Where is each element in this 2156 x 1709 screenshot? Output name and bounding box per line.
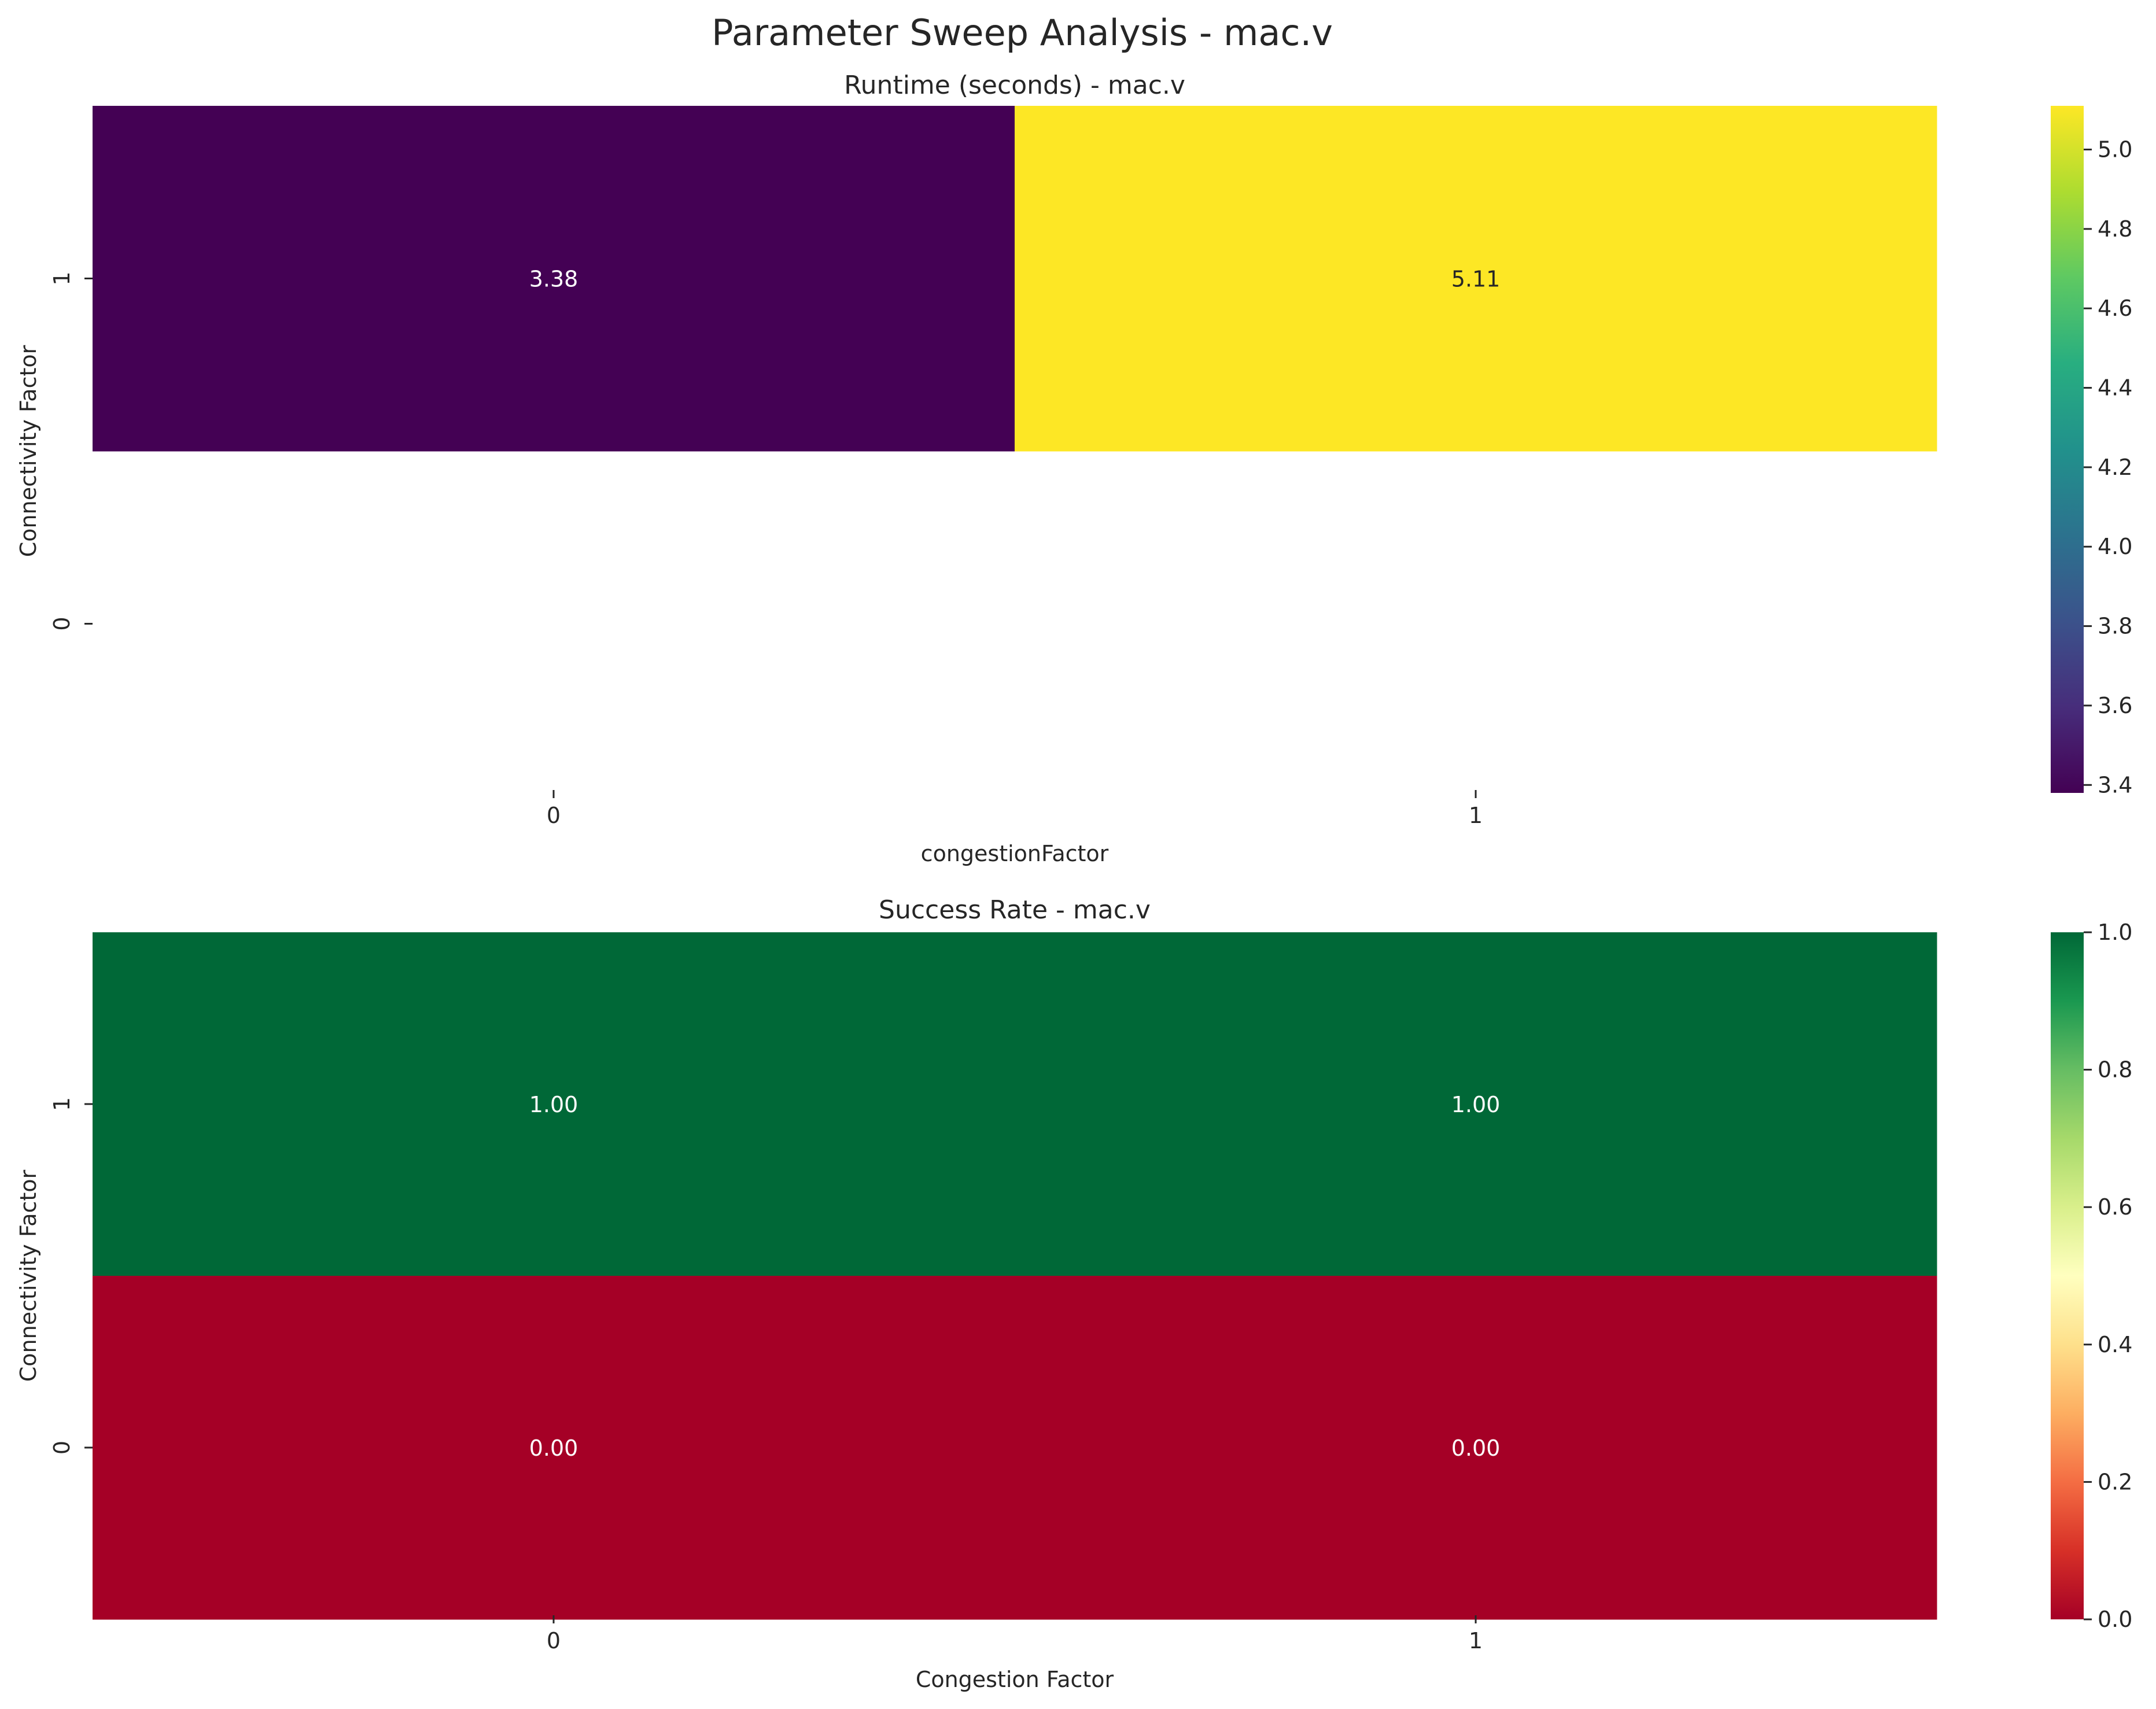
colorbar-tick-label: 0.2 [2098,1469,2132,1494]
colorbar-tick-label: 5.0 [2098,137,2132,163]
x-tick-label: 0 [547,1628,561,1653]
cell-annotation: 3.38 [529,267,578,292]
colorbar [2051,932,2084,1619]
y-tick-label: 0 [49,1441,75,1455]
x-axis-label: Congestion Factor [916,1667,1114,1692]
colorbar-tick-label: 3.4 [2098,772,2132,798]
chart-title: Runtime (seconds) - mac.v [844,71,1185,100]
colorbar-tick-label: 4.4 [2098,375,2132,401]
heatmap-success-rate: Success Rate - mac.v1.00 1.000.00 0.000 1Co… [16,895,2132,1692]
colorbar-tick-label: 0.4 [2098,1332,2132,1357]
cell-annotation: 5.11 [1451,267,1501,292]
x-axis-label: congestionFactor [921,841,1109,866]
colorbar-tick-label: 4.6 [2098,296,2132,321]
x-tick-label: 0 [547,803,561,828]
chart-title: Success Rate - mac.v [879,895,1151,925]
y-tick-label: 1 [49,271,75,285]
x-tick-label: 1 [1469,803,1483,828]
colorbar-tick-label: 3.8 [2098,614,2132,639]
colorbar-tick-label: 4.8 [2098,216,2132,242]
cell-annotation: 1.00 [529,1092,578,1117]
colorbar-tick-label: 0.6 [2098,1194,2132,1220]
y-axis-label: Connectivity Factor [16,1169,41,1382]
colorbar-tick-label: 4.2 [2098,455,2132,480]
colorbar-tick-label: 1.0 [2098,920,2132,945]
cell-annotation: 0.00 [529,1435,578,1461]
heatmap-runtime: Runtime (seconds) - mac.v 3.38 5.11 0 1 conge… [16,71,2132,866]
heatmap-cell [93,106,1015,452]
heatmap-cell [1015,106,1937,452]
heatmap-cell [93,1276,1015,1620]
x-tick-label: 1 [1469,1628,1483,1653]
cell-annotation: 0.00 [1451,1435,1501,1461]
colorbar-tick-label: 0.0 [2098,1607,2132,1632]
y-tick-label: 1 [49,1097,75,1111]
colorbar-tick-label: 4.0 [2098,534,2132,559]
colorbar-tick-label: 0.8 [2098,1057,2132,1083]
heatmap-cell [1015,1276,1937,1620]
heatmap-cell [1015,932,1937,1276]
colorbar [2051,106,2084,793]
cell-annotation: 1.00 [1451,1092,1501,1117]
colorbar-tick-label: 3.6 [2098,693,2132,718]
y-axis-label: Connectivity Factor [16,345,41,557]
heatmap-cell [93,932,1015,1276]
y-tick-label: 0 [49,617,75,630]
figure-suptitle: Parameter Sweep Analysis - mac.v [712,12,1333,54]
